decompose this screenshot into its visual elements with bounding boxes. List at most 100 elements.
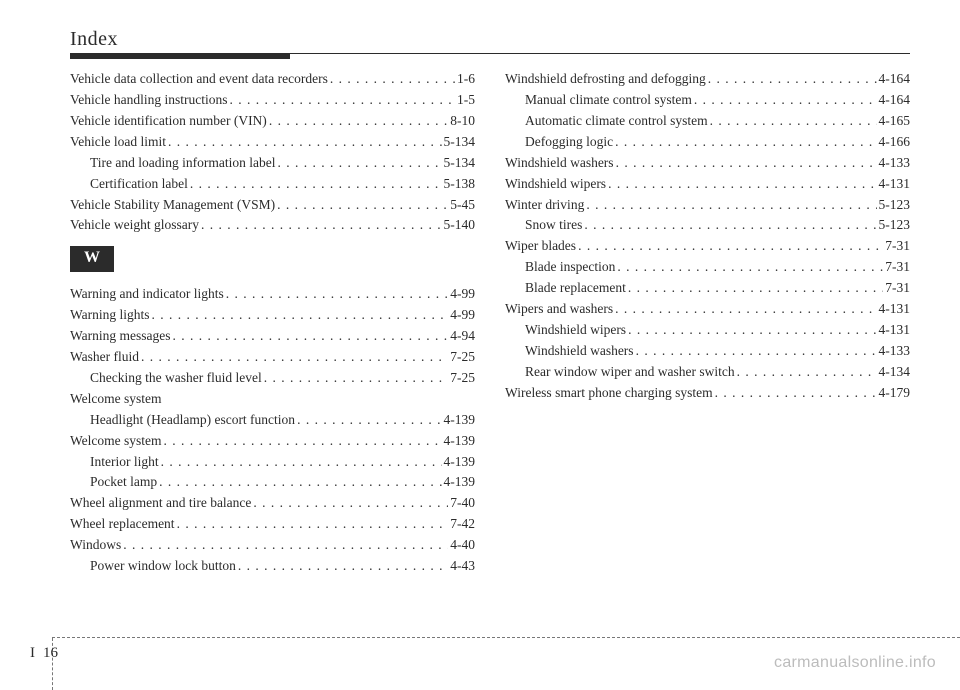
entry-page: 4-133 bbox=[879, 153, 911, 174]
entry-page: 4-179 bbox=[879, 383, 911, 404]
entry-label: Rear window wiper and washer switch bbox=[525, 362, 735, 383]
entry-label: Interior light bbox=[90, 452, 159, 473]
page-title: Index bbox=[70, 28, 910, 51]
index-entry: Wiper blades7-31 bbox=[505, 236, 910, 257]
dot-leader bbox=[616, 153, 877, 174]
entry-page: 4-40 bbox=[450, 535, 475, 556]
index-entry: Warning lights 4-99 bbox=[70, 305, 475, 326]
dot-leader bbox=[330, 69, 455, 90]
dot-leader bbox=[615, 132, 876, 153]
entry-page: 5-123 bbox=[879, 215, 911, 236]
index-entry: Blade replacement7-31 bbox=[505, 278, 910, 299]
dot-leader bbox=[190, 174, 442, 195]
dot-leader bbox=[141, 347, 448, 368]
left-column: Vehicle data collection and event data r… bbox=[70, 69, 475, 577]
entry-page: 4-166 bbox=[879, 132, 911, 153]
index-entry: Windshield defrosting and defogging4-164 bbox=[505, 69, 910, 90]
dot-leader bbox=[269, 111, 448, 132]
index-entry: Vehicle weight glossary5-140 bbox=[70, 215, 475, 236]
index-entry: Wipers and washers 4-131 bbox=[505, 299, 910, 320]
entry-page: 7-42 bbox=[450, 514, 475, 535]
entry-page: 4-139 bbox=[444, 472, 476, 493]
index-entry: Windshield wipers4-131 bbox=[505, 174, 910, 195]
index-entry: Wheel alignment and tire balance7-40 bbox=[70, 493, 475, 514]
entry-page: 4-133 bbox=[879, 341, 911, 362]
entry-page: 4-131 bbox=[879, 299, 911, 320]
entry-label: Warning messages bbox=[70, 326, 171, 347]
entry-label: Automatic climate control system bbox=[525, 111, 708, 132]
index-entry: Blade inspection7-31 bbox=[505, 257, 910, 278]
entry-page: 4-139 bbox=[444, 410, 476, 431]
index-columns: Vehicle data collection and event data r… bbox=[70, 69, 910, 577]
entry-label: Welcome system bbox=[70, 431, 162, 452]
left-bottom-block: Warning and indicator lights4-99Warning … bbox=[70, 284, 475, 577]
left-top-block: Vehicle data collection and event data r… bbox=[70, 69, 475, 236]
right-column: Windshield defrosting and defogging4-164… bbox=[505, 69, 910, 577]
index-entry: Windshield wipers4-131 bbox=[505, 320, 910, 341]
index-entry: Washer fluid7-25 bbox=[70, 347, 475, 368]
entry-page: 5-140 bbox=[444, 215, 476, 236]
index-entry: Pocket lamp 4-139 bbox=[70, 472, 475, 493]
index-entry: Interior light4-139 bbox=[70, 452, 475, 473]
index-entry: Vehicle handling instructions1-5 bbox=[70, 90, 475, 111]
index-entry: Defogging logic 4-166 bbox=[505, 132, 910, 153]
dot-leader bbox=[636, 341, 877, 362]
dot-leader bbox=[628, 278, 883, 299]
index-entry: Rear window wiper and washer switch4-134 bbox=[505, 362, 910, 383]
dot-leader bbox=[710, 111, 877, 132]
dot-leader bbox=[608, 174, 876, 195]
page-num-value: 16 bbox=[43, 645, 58, 661]
entry-page: 7-31 bbox=[885, 257, 910, 278]
entry-label: Wheel alignment and tire balance bbox=[70, 493, 251, 514]
entry-label: Checking the washer fluid level bbox=[90, 368, 262, 389]
entry-label: Wiper blades bbox=[505, 236, 576, 257]
dot-leader bbox=[615, 299, 876, 320]
index-entry: Welcome system4-139 bbox=[70, 431, 475, 452]
entry-page: 5-45 bbox=[450, 195, 475, 216]
index-entry: Tire and loading information label5-134 bbox=[70, 153, 475, 174]
entry-label: Pocket lamp bbox=[90, 472, 157, 493]
index-entry: Vehicle Stability Management (VSM) 5-45 bbox=[70, 195, 475, 216]
entry-page: 8-10 bbox=[450, 111, 475, 132]
dot-leader bbox=[578, 236, 883, 257]
chapter-letter: I bbox=[30, 645, 35, 661]
entry-page: 4-94 bbox=[450, 326, 475, 347]
entry-page: 4-131 bbox=[879, 320, 911, 341]
entry-page: 5-134 bbox=[444, 132, 476, 153]
entry-label: Windshield defrosting and defogging bbox=[505, 69, 706, 90]
entry-label: Vehicle data collection and event data r… bbox=[70, 69, 328, 90]
entry-label: Vehicle Stability Management (VSM) bbox=[70, 195, 275, 216]
index-entry: Automatic climate control system 4-165 bbox=[505, 111, 910, 132]
dot-leader bbox=[628, 320, 876, 341]
index-entry: Welcome system bbox=[70, 389, 475, 410]
dot-leader bbox=[264, 368, 449, 389]
entry-page: 4-164 bbox=[879, 90, 911, 111]
entry-page: 4-43 bbox=[450, 556, 475, 577]
entry-page: 7-25 bbox=[450, 368, 475, 389]
dot-leader bbox=[737, 362, 877, 383]
entry-page: 4-99 bbox=[450, 305, 475, 326]
dot-leader bbox=[152, 305, 449, 326]
entry-page: 4-131 bbox=[879, 174, 911, 195]
entry-page: 7-31 bbox=[885, 278, 910, 299]
entry-page: 4-165 bbox=[879, 111, 911, 132]
dot-leader bbox=[168, 132, 442, 153]
watermark-text: carmanualsonline.info bbox=[774, 654, 936, 672]
entry-label: Snow tires bbox=[525, 215, 582, 236]
footer-dashed-rule bbox=[52, 637, 960, 638]
section-letter: W bbox=[70, 246, 114, 272]
entry-label: Wipers and washers bbox=[505, 299, 613, 320]
index-entry: Warning and indicator lights4-99 bbox=[70, 284, 475, 305]
index-entry: Power window lock button4-43 bbox=[70, 556, 475, 577]
entry-page: 7-25 bbox=[450, 347, 475, 368]
dot-leader bbox=[123, 535, 448, 556]
index-entry: Vehicle data collection and event data r… bbox=[70, 69, 475, 90]
dot-leader bbox=[277, 195, 448, 216]
entry-label: Warning lights bbox=[70, 305, 150, 326]
dot-leader bbox=[159, 472, 441, 493]
entry-label: Defogging logic bbox=[525, 132, 613, 153]
entry-label: Tire and loading information label bbox=[90, 153, 275, 174]
index-entry: Snow tires 5-123 bbox=[505, 215, 910, 236]
dot-leader bbox=[164, 431, 442, 452]
entry-label: Winter driving bbox=[505, 195, 584, 216]
